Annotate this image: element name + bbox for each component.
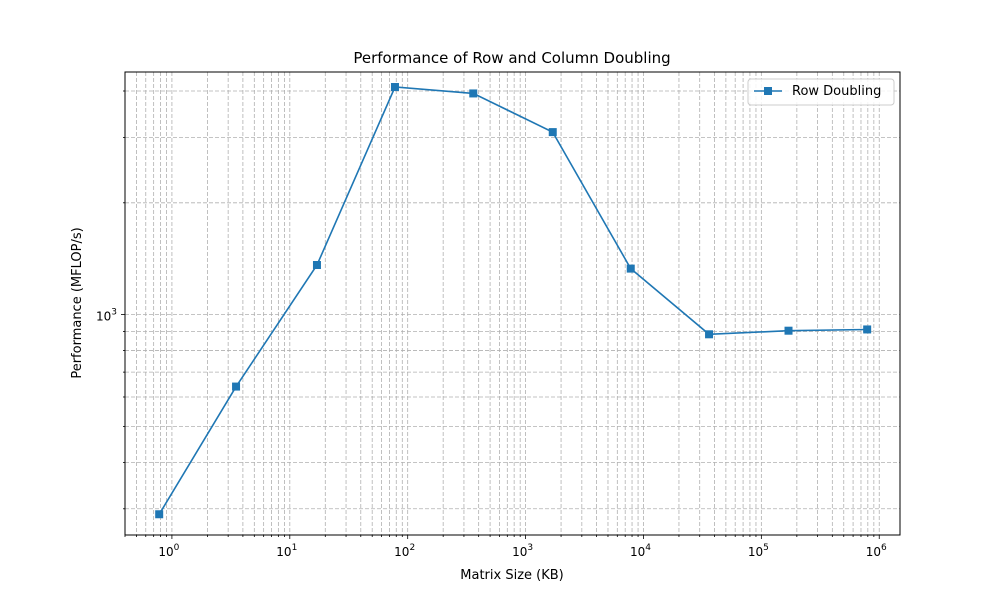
data-point [863, 325, 872, 334]
x-tick-label-base: 10 [512, 545, 527, 559]
y-axis-label: Performance (MFLOP/s) [70, 227, 85, 378]
data-point [705, 330, 714, 339]
data-point [626, 264, 635, 273]
data-point [469, 89, 478, 98]
legend: Row Doubling [747, 78, 895, 106]
x-tick-label: 105 [748, 543, 769, 559]
x-tick-label-exponent: 3 [527, 543, 533, 553]
grid [124, 72, 900, 535]
x-tick-label-base: 10 [748, 545, 763, 559]
x-tick-label-base: 10 [394, 545, 409, 559]
data-point [548, 128, 557, 137]
y-tick-label: 103 [96, 308, 117, 324]
x-tick-labels: 100 101 102 103 104 105 106 [158, 543, 887, 559]
x-tick-label: 102 [394, 543, 415, 559]
x-tick-label-base: 10 [866, 545, 881, 559]
legend-label-row-doubling: Row Doubling [792, 84, 881, 99]
plot-frame [124, 71, 901, 536]
x-tick-label: 104 [630, 543, 651, 559]
data-point [232, 382, 241, 391]
x-tick-label: 103 [512, 543, 533, 559]
x-axis-label: Matrix Size (KB) [460, 568, 563, 583]
x-tick-label-base: 10 [158, 545, 173, 559]
x-tick-label-exponent: 4 [645, 543, 651, 553]
x-tick-label-exponent: 1 [292, 543, 298, 553]
data-point [784, 326, 793, 335]
chart-title: Performance of Row and Column Doubling [353, 49, 670, 67]
x-tick-label-base: 10 [276, 545, 291, 559]
x-tick-label: 101 [276, 543, 297, 559]
series-line [158, 86, 868, 515]
data-point [390, 83, 399, 92]
series-layer [155, 83, 872, 519]
x-tick-label-exponent: 2 [409, 543, 415, 553]
x-tick-label: 100 [158, 543, 179, 559]
y-tick-label-exponent: 3 [111, 308, 117, 318]
legend-box [747, 78, 895, 106]
legend-marker-row-doubling [764, 87, 772, 95]
x-tick-label-base: 10 [630, 545, 645, 559]
x-tick-label-exponent: 6 [881, 543, 887, 553]
x-tick-label-exponent: 0 [174, 543, 180, 553]
data-point [312, 261, 321, 270]
y-tick-label-base: 10 [96, 310, 111, 324]
x-tick-label: 106 [866, 543, 887, 559]
data-point [155, 510, 164, 519]
y-tick-labels: 103 [96, 308, 117, 324]
x-tick-label-exponent: 5 [763, 543, 769, 553]
